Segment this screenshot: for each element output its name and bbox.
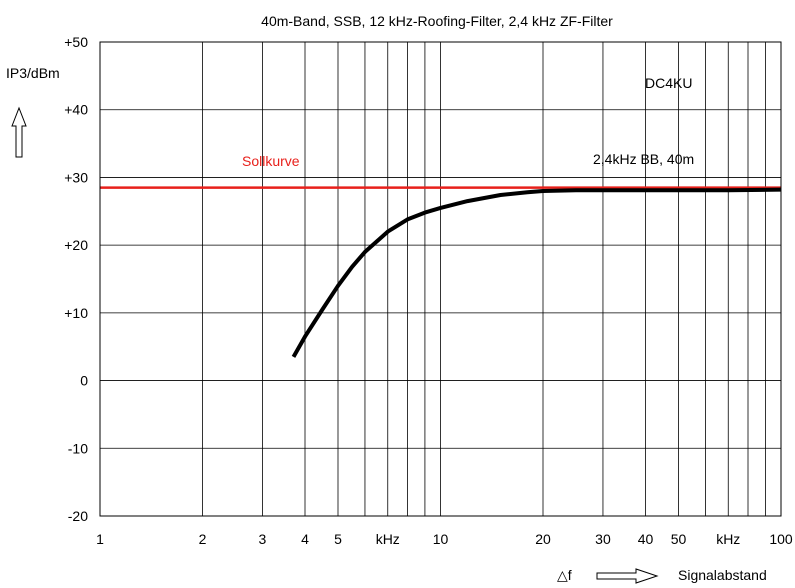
x-tick-label: 2 — [199, 531, 207, 547]
chart-title: 40m-Band, SSB, 12 kHz-Roofing-Filter, 2,… — [261, 13, 613, 29]
x-tick-label: 20 — [535, 531, 551, 547]
x-tick-label: kHz — [716, 531, 740, 547]
x-tick-label: 50 — [671, 531, 687, 547]
x-tick-label: 30 — [595, 531, 611, 547]
y-tick-label: +40 — [64, 102, 88, 118]
y-tick-label: -20 — [68, 508, 88, 524]
author-annotation: DC4KU — [645, 75, 692, 91]
delta-f-symbol: △f — [557, 567, 572, 583]
plot-frame — [99, 41, 782, 517]
y-tick-label: 0 — [80, 373, 88, 389]
y-tick-label: +10 — [64, 305, 88, 321]
x-tick-label: 5 — [334, 531, 342, 547]
measured-series-label: 2,4kHz BB, 40m — [593, 151, 694, 167]
series-lines — [100, 186, 782, 358]
x-tick-label: kHz — [376, 531, 400, 547]
y-axis-label: IP3/dBm — [6, 65, 60, 81]
measured-ip3-line — [291, 187, 782, 358]
x-tick-label: 10 — [433, 531, 449, 547]
x-tick-labels: 1 2 3 4 5 kHz 10 20 30 40 50 kHz 100 — [96, 531, 793, 547]
y-tick-label: +30 — [64, 169, 88, 185]
y-tick-label: +20 — [64, 237, 88, 253]
y-tick-labels: +50 +40 +30 +20 +10 0 -10 -20 — [64, 34, 88, 524]
x-tick-label: 4 — [301, 531, 309, 547]
right-arrow-icon — [596, 568, 659, 584]
up-arrow-icon — [11, 106, 27, 158]
x-axis-label: Signalabstand — [678, 567, 767, 583]
grid — [100, 42, 781, 516]
y-tick-label: -10 — [68, 440, 88, 456]
y-tick-label: +50 — [64, 34, 88, 50]
x-tick-label: 3 — [259, 531, 267, 547]
sollkurve-label: Sollkurve — [242, 153, 300, 169]
x-tick-label: 100 — [769, 531, 793, 547]
x-tick-label: 40 — [638, 531, 654, 547]
x-tick-label: 1 — [96, 531, 104, 547]
